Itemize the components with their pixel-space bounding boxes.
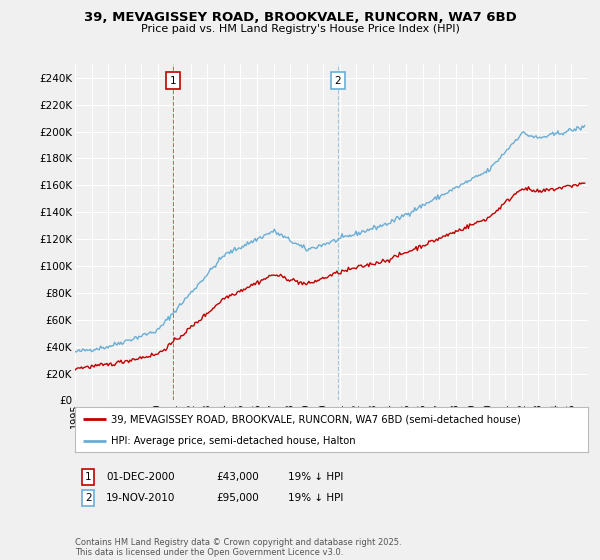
Text: Price paid vs. HM Land Registry's House Price Index (HPI): Price paid vs. HM Land Registry's House … bbox=[140, 24, 460, 34]
Text: HPI: Average price, semi-detached house, Halton: HPI: Average price, semi-detached house,… bbox=[111, 436, 356, 446]
Text: Contains HM Land Registry data © Crown copyright and database right 2025.
This d: Contains HM Land Registry data © Crown c… bbox=[75, 538, 401, 557]
Text: £43,000: £43,000 bbox=[216, 472, 259, 482]
Text: 01-DEC-2000: 01-DEC-2000 bbox=[106, 472, 175, 482]
Text: 2: 2 bbox=[335, 76, 341, 86]
Text: 19% ↓ HPI: 19% ↓ HPI bbox=[288, 493, 343, 503]
Text: 1: 1 bbox=[85, 472, 92, 482]
Text: 19-NOV-2010: 19-NOV-2010 bbox=[106, 493, 176, 503]
Text: 2: 2 bbox=[85, 493, 92, 503]
Text: 19% ↓ HPI: 19% ↓ HPI bbox=[288, 472, 343, 482]
Text: 39, MEVAGISSEY ROAD, BROOKVALE, RUNCORN, WA7 6BD: 39, MEVAGISSEY ROAD, BROOKVALE, RUNCORN,… bbox=[83, 11, 517, 24]
Text: £95,000: £95,000 bbox=[216, 493, 259, 503]
Text: 1: 1 bbox=[170, 76, 176, 86]
Text: 39, MEVAGISSEY ROAD, BROOKVALE, RUNCORN, WA7 6BD (semi-detached house): 39, MEVAGISSEY ROAD, BROOKVALE, RUNCORN,… bbox=[111, 414, 521, 424]
